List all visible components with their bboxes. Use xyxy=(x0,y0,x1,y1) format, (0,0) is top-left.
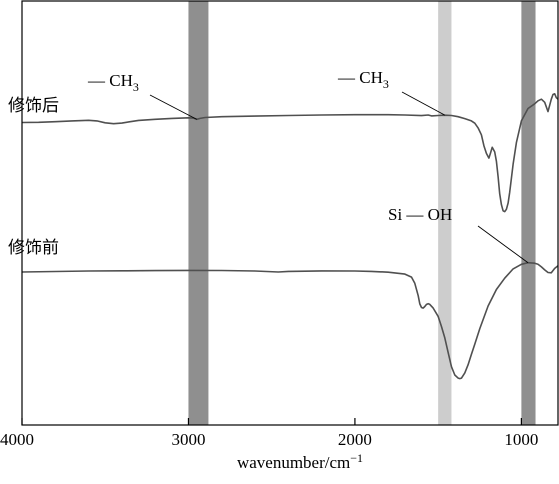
x-tick-label-4000: 4000 xyxy=(0,430,34,449)
series-label-0: 修饰后 xyxy=(8,96,59,116)
annotation-2: Si — OH xyxy=(388,205,452,224)
annotation-1: — CH3 xyxy=(337,68,389,91)
band-highlights xyxy=(188,1,536,425)
band-0 xyxy=(188,1,209,425)
band-1 xyxy=(438,1,452,425)
band-2 xyxy=(521,1,536,425)
series-label-1: 修饰前 xyxy=(8,238,59,258)
spectrum-line-1 xyxy=(21,261,559,380)
x-tick-label-2000: 2000 xyxy=(338,430,372,449)
x-tick-label-1000: 1000 xyxy=(504,430,538,449)
annotation-leader-2 xyxy=(477,225,529,264)
x-tick-label-3000: 3000 xyxy=(171,430,205,449)
plot-frame xyxy=(21,0,559,426)
annotation-leader-1 xyxy=(401,91,446,116)
annotations: — CH3 — CH3 Si — OH xyxy=(87,68,529,264)
x-axis-title: wavenumber/cm−1 xyxy=(237,451,363,472)
spectrum-line-0 xyxy=(21,93,559,213)
annotation-0: — CH3 xyxy=(87,71,139,94)
x-axis-ticks: 4000 3000 2000 1000 xyxy=(0,418,538,449)
spectra xyxy=(21,93,559,380)
annotation-leader-0 xyxy=(149,94,197,120)
